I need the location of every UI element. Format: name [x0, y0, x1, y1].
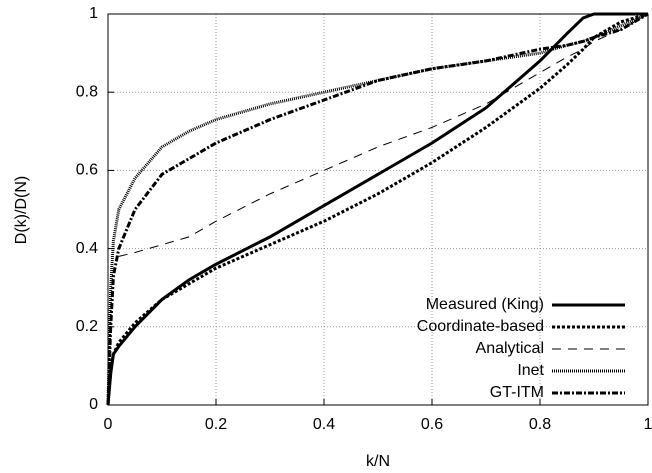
legend-label: Inet — [517, 362, 544, 379]
series-line — [106, 12, 649, 406]
x-tick-label: 0.2 — [205, 416, 227, 433]
y-tick-label: 0.2 — [76, 318, 98, 335]
y-tick-label: 0.4 — [76, 240, 98, 257]
series-line — [118, 13, 649, 257]
y-tick-label: 1 — [89, 5, 98, 22]
y-tick-label: 0.8 — [76, 83, 98, 100]
x-tick-label: 0.4 — [313, 416, 335, 433]
plot-frame — [107, 13, 649, 406]
x-tick-label: 0.8 — [529, 416, 551, 433]
series-line — [106, 12, 649, 406]
y-tick-label: 0.6 — [76, 162, 98, 179]
x-tick-label: 1 — [644, 416, 652, 433]
series-line — [106, 12, 648, 406]
legend-label: GT-ITM — [490, 384, 544, 401]
x-tick-label: 0 — [104, 416, 113, 433]
legend-label: Analytical — [476, 340, 544, 357]
legend-label: Coordinate-based — [417, 318, 544, 335]
series-line — [106, 12, 649, 406]
y-axis-label: D(k)/D(N) — [13, 176, 30, 244]
y-tick-label: 0 — [89, 396, 98, 413]
legend-label: Measured (King) — [426, 296, 544, 313]
x-tick-label: 0.6 — [421, 416, 443, 433]
x-axis-label: k/N — [366, 453, 390, 470]
